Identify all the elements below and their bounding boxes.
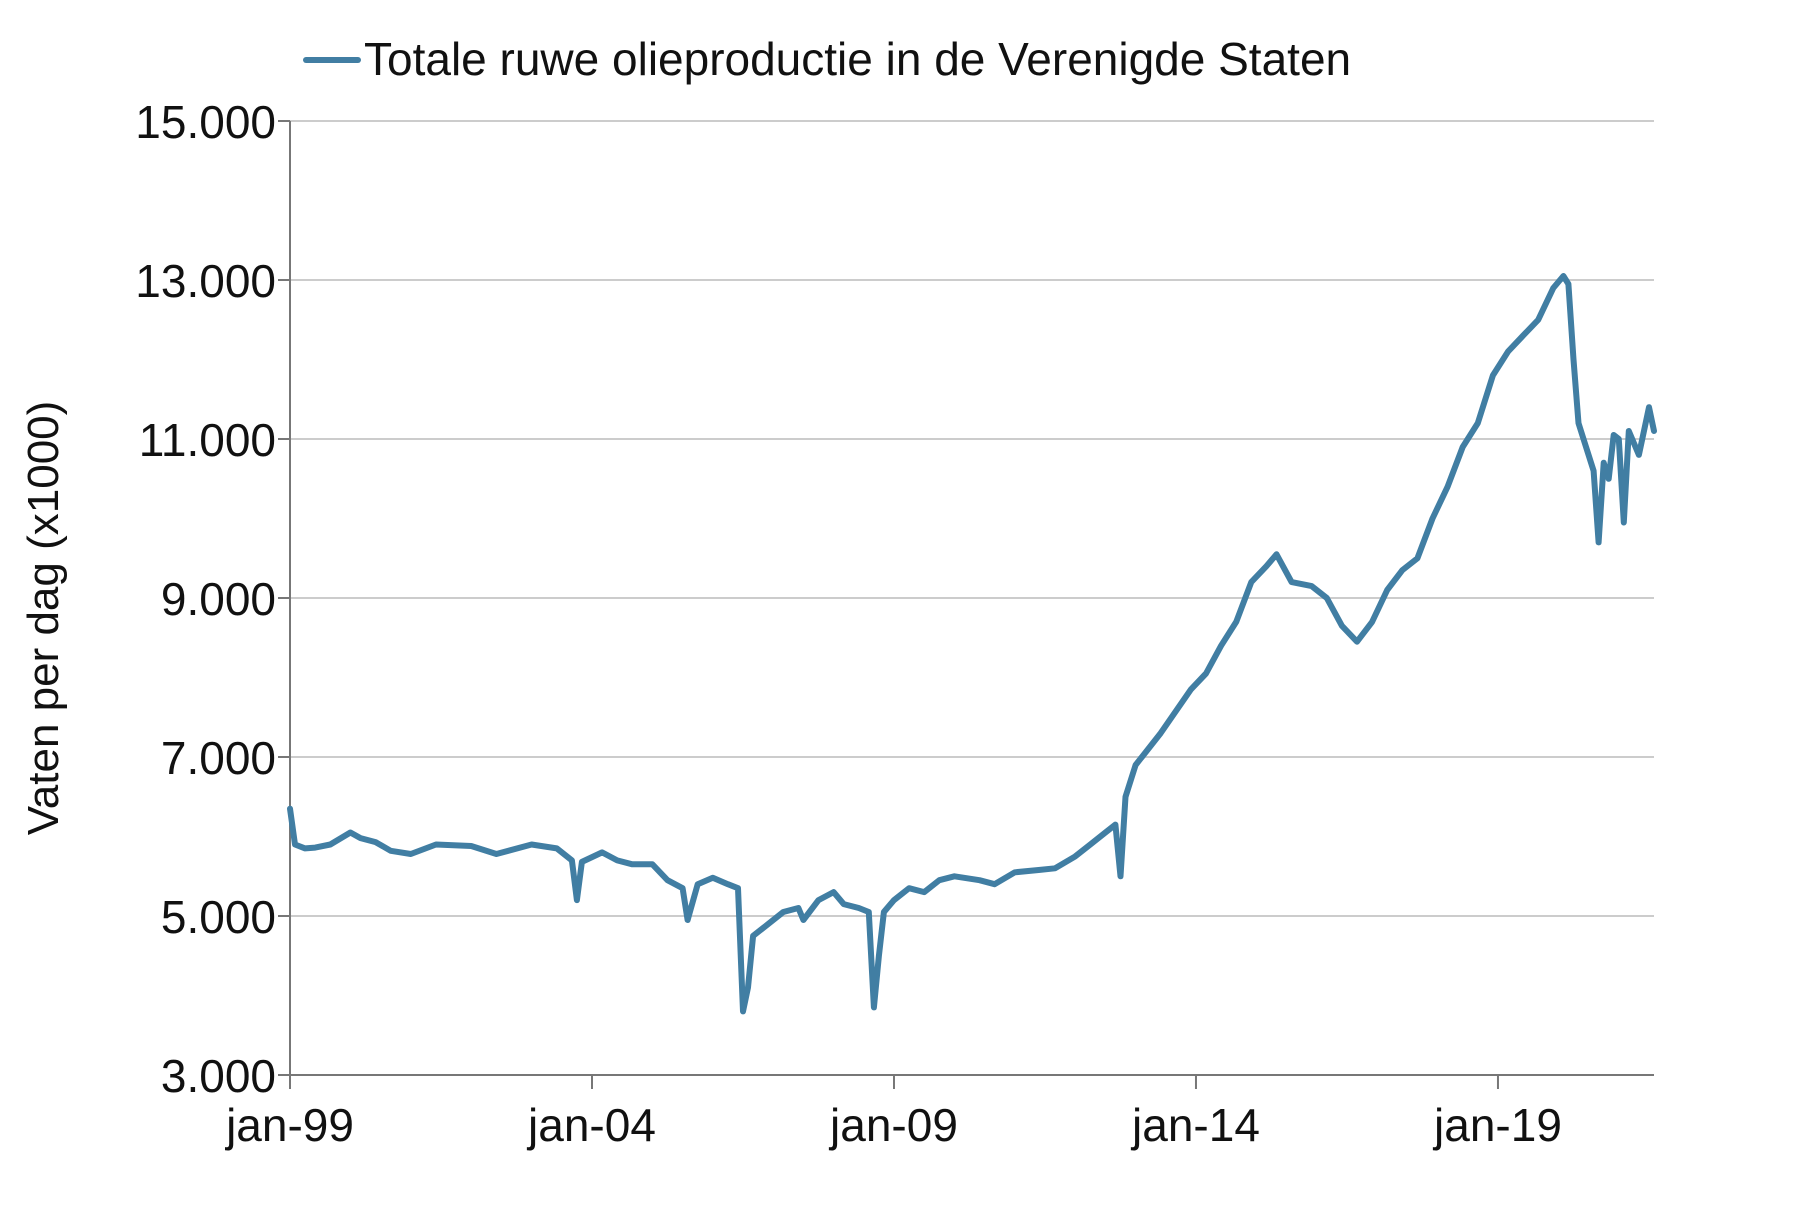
series-lines <box>287 273 1657 1015</box>
gridlines <box>290 120 1654 917</box>
y-tick-label: 3.000 <box>161 1050 276 1102</box>
y-tick-label: 9.000 <box>161 573 276 625</box>
x-tick-label: jan-04 <box>526 1099 656 1151</box>
legend: Totale ruwe olieproductie in de Verenigd… <box>303 33 1351 85</box>
series-line <box>287 273 1657 1015</box>
y-tick-label: 11.000 <box>139 414 276 466</box>
y-axis-title: Vaten per dag (x1000) <box>19 401 68 836</box>
x-tick-label: jan-19 <box>1432 1099 1562 1151</box>
x-tick-label: jan-99 <box>224 1099 354 1151</box>
x-tick-label: jan-14 <box>1130 1099 1260 1151</box>
y-tick-label: 13.000 <box>135 255 276 307</box>
x-tick-label: jan-09 <box>828 1099 958 1151</box>
y-tick-label: 7.000 <box>161 732 276 784</box>
y-tick-label: 5.000 <box>161 891 276 943</box>
y-tick-labels: 3.000 5.000 7.000 9.000 11.000 13.000 15.000 <box>135 96 290 1102</box>
y-tick-label: 15.000 <box>135 96 276 148</box>
x-tick-labels: jan-99 jan-04 jan-09 jan-14 jan-19 <box>224 1075 1562 1151</box>
legend-label: Totale ruwe olieproductie in de Verenigd… <box>364 33 1351 85</box>
